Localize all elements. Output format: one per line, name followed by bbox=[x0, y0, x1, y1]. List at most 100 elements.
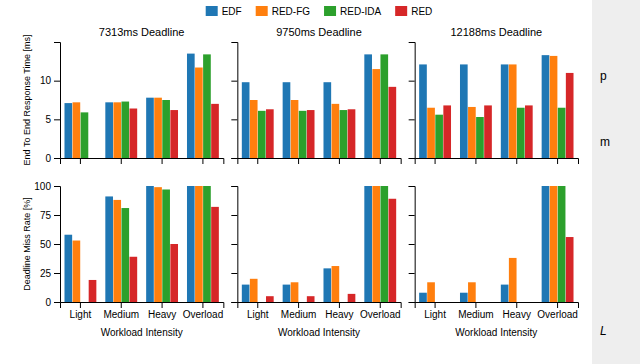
bar bbox=[170, 244, 178, 302]
bar bbox=[476, 117, 484, 158]
y-tick-mark bbox=[231, 186, 237, 187]
y-tick: 100 bbox=[34, 181, 60, 192]
x-tick-mark bbox=[557, 302, 558, 308]
x-tick-mark bbox=[162, 158, 163, 164]
y-tick: 10 bbox=[40, 75, 60, 86]
panel: 9750ms Deadline bbox=[231, 26, 401, 164]
y-axis: 0510 bbox=[40, 43, 61, 164]
x-tick: Heavy bbox=[148, 302, 176, 320]
y-tick-label: 25 bbox=[40, 268, 52, 279]
y-tick: 0 bbox=[45, 297, 60, 308]
x-tick bbox=[257, 158, 258, 164]
bars bbox=[419, 186, 573, 302]
annotation: m bbox=[600, 135, 610, 149]
bar bbox=[242, 285, 250, 302]
chart: pmL05107313ms DeadlineEnd To End Respons… bbox=[0, 0, 640, 364]
bar bbox=[460, 64, 468, 158]
x-tick-mark bbox=[516, 302, 517, 308]
bar bbox=[146, 98, 154, 158]
x-tick-label: Light bbox=[70, 309, 92, 320]
bar bbox=[130, 257, 138, 302]
bar bbox=[146, 186, 154, 302]
y-tick-mark bbox=[409, 302, 415, 303]
bar bbox=[291, 282, 299, 302]
x-tick-mark bbox=[121, 302, 122, 308]
bar bbox=[427, 282, 435, 302]
bar bbox=[154, 98, 162, 158]
y-axis-title: End To End Response Time [ms] bbox=[22, 35, 32, 166]
x-tick-mark bbox=[339, 302, 340, 308]
y-tick: 50 bbox=[40, 239, 60, 250]
x-tick-mark bbox=[80, 158, 81, 164]
legend-label: RED-IDA bbox=[340, 6, 381, 17]
y-tick-mark bbox=[54, 158, 60, 159]
y-tick-mark bbox=[409, 186, 415, 187]
y-tick-mark bbox=[54, 186, 60, 187]
bar bbox=[509, 258, 517, 302]
bar bbox=[372, 186, 380, 302]
x-axis: LightMediumHeavyOverload bbox=[238, 302, 401, 320]
panel: 0510 7313ms Deadline End To End Response T… bbox=[22, 26, 224, 165]
x-tick-label: Medium bbox=[458, 309, 494, 320]
x-tick-mark bbox=[257, 302, 258, 308]
x-tick: Medium bbox=[103, 302, 139, 320]
y-tick-label: 10 bbox=[40, 75, 52, 86]
x-tick bbox=[516, 158, 517, 164]
y-axis-line bbox=[231, 187, 238, 303]
legend-swatch bbox=[206, 6, 218, 16]
bar bbox=[162, 189, 170, 302]
x-tick-label: Medium bbox=[281, 309, 317, 320]
x-tick: Heavy bbox=[503, 302, 531, 320]
x-tick bbox=[557, 158, 558, 164]
bar bbox=[242, 82, 250, 158]
bar bbox=[443, 105, 451, 158]
y-tick-mark bbox=[231, 244, 237, 245]
bar bbox=[105, 196, 113, 302]
bar bbox=[550, 56, 558, 158]
bar bbox=[121, 208, 129, 302]
bar bbox=[154, 187, 162, 302]
bar bbox=[340, 110, 348, 158]
y-axis-line bbox=[409, 187, 416, 303]
bar bbox=[121, 102, 129, 158]
bar bbox=[476, 302, 484, 303]
y-tick bbox=[231, 81, 237, 82]
bar bbox=[299, 302, 307, 303]
x-tick bbox=[339, 158, 340, 164]
legend-swatch bbox=[395, 6, 407, 16]
x-tick: Heavy bbox=[325, 302, 353, 320]
x-tick: Medium bbox=[281, 302, 317, 320]
bar bbox=[89, 280, 97, 302]
bar bbox=[460, 293, 468, 302]
bar bbox=[558, 108, 566, 158]
y-axis bbox=[409, 187, 416, 303]
bar bbox=[332, 104, 340, 158]
x-tick-label: Overload bbox=[537, 309, 578, 320]
bar bbox=[105, 102, 113, 158]
legend-label: EDF bbox=[222, 6, 242, 17]
x-tick bbox=[435, 158, 436, 164]
bar bbox=[435, 302, 443, 303]
bar bbox=[283, 82, 291, 158]
panel-title: 7313ms Deadline bbox=[99, 26, 185, 38]
x-tick: Light bbox=[247, 302, 269, 320]
x-tick bbox=[380, 158, 381, 164]
x-tick: Light bbox=[424, 302, 446, 320]
panel-title: 12188ms Deadline bbox=[450, 26, 542, 38]
bar bbox=[187, 54, 195, 158]
y-axis-line bbox=[231, 43, 238, 159]
bar bbox=[323, 268, 331, 302]
bar bbox=[509, 64, 517, 158]
y-tick bbox=[231, 186, 237, 187]
panel-title: 9750ms Deadline bbox=[276, 26, 362, 38]
x-axis-line bbox=[61, 303, 224, 309]
y-tick-mark bbox=[231, 158, 237, 159]
x-tick-label: Heavy bbox=[148, 309, 176, 320]
y-tick bbox=[231, 158, 237, 159]
x-tick bbox=[475, 158, 476, 164]
bar bbox=[307, 110, 315, 158]
bar bbox=[332, 266, 340, 302]
bar bbox=[550, 186, 558, 302]
bar bbox=[389, 87, 397, 158]
bar bbox=[484, 302, 492, 303]
